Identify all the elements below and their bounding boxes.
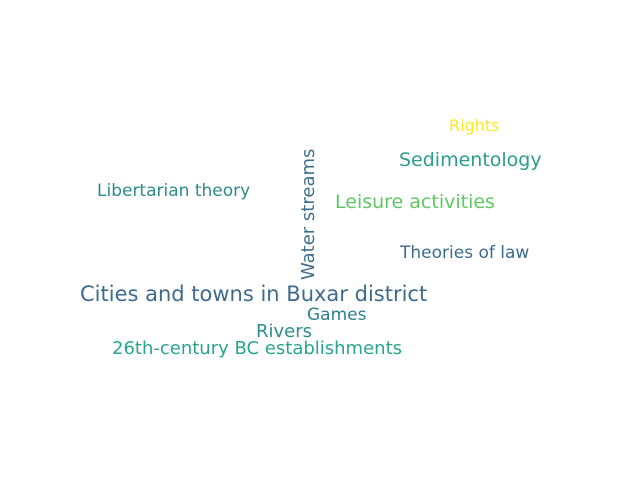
word-cities-and-towns: Cities and towns in Buxar district (80, 282, 428, 306)
word-games: Games (307, 305, 367, 325)
word-rivers: Rivers (256, 321, 313, 342)
word-theories-of-law: Theories of law (400, 243, 530, 263)
word-sedimentology: Sedimentology (399, 149, 542, 171)
word-water-streams: Water streams (298, 148, 319, 280)
word-leisure-activities: Leisure activities (335, 191, 495, 213)
word-rights: Rights (449, 116, 500, 135)
word-libertarian-theory: Libertarian theory (97, 181, 251, 201)
word-26th-century-bc: 26th-century BC establishments (112, 338, 403, 359)
